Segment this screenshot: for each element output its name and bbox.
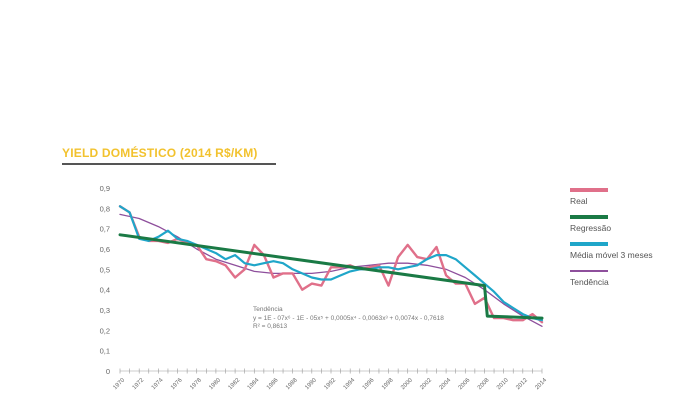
annotation-line-3: R² = 0,8613 bbox=[253, 323, 288, 330]
y-tick-label: 0,9 bbox=[100, 184, 110, 193]
x-tick-label: 1978 bbox=[189, 377, 203, 391]
legend-item-media-movel: Média móvel 3 meses bbox=[568, 242, 678, 269]
series-line-media-movel bbox=[118, 205, 544, 322]
x-tick-label: 1984 bbox=[247, 377, 261, 391]
legend-swatch-real bbox=[570, 188, 608, 192]
y-tick-label: 0,7 bbox=[100, 225, 110, 234]
x-tick-label: 1994 bbox=[343, 377, 357, 391]
chart-title: YIELD DOMÉSTICO (2014 R$/KM) bbox=[62, 146, 258, 160]
legend-swatch-regressao bbox=[570, 215, 608, 219]
annotation-line-1: Tendência bbox=[253, 306, 283, 313]
x-tick-label: 2014 bbox=[534, 377, 548, 391]
x-tick-label: 1982 bbox=[228, 377, 242, 391]
y-tick-label: 0,1 bbox=[100, 347, 110, 356]
x-tick-label: 1998 bbox=[381, 377, 395, 391]
y-tick-label: 0,8 bbox=[100, 204, 110, 213]
title-underline bbox=[62, 163, 276, 165]
x-tick-label: 2008 bbox=[477, 377, 491, 391]
legend-label-media-movel: Média móvel 3 meses bbox=[570, 250, 653, 260]
legend-swatch-tendencia bbox=[570, 270, 608, 272]
x-tick-label: 2004 bbox=[439, 377, 453, 391]
legend-label-real: Real bbox=[570, 196, 588, 206]
x-tick-label: 2002 bbox=[419, 377, 433, 391]
legend-label-tendencia: Tendência bbox=[570, 277, 609, 287]
legend-item-tendencia: Tendência bbox=[568, 269, 678, 296]
legend-swatch-media-movel bbox=[570, 242, 608, 246]
y-tick-label: 0,3 bbox=[100, 306, 110, 315]
x-tick-label: 2000 bbox=[400, 377, 414, 391]
trend-equation-annotation: Tendência y = 1E - 07x⁶ - 1E - 05x⁵ + 0,… bbox=[253, 306, 444, 332]
x-tick-label: 1990 bbox=[304, 377, 318, 391]
y-tick-label: 0,5 bbox=[100, 265, 110, 274]
annotation-line-2: y = 1E - 07x⁶ - 1E - 05x⁵ + 0,0005x⁴ - 0… bbox=[253, 314, 444, 322]
legend-label-regressao: Regressão bbox=[570, 223, 612, 233]
x-tick-label: 1974 bbox=[151, 377, 165, 391]
x-tick-label: 1980 bbox=[208, 377, 222, 391]
x-tick-label: 1996 bbox=[362, 377, 376, 391]
x-tick-label: 1970 bbox=[112, 377, 126, 391]
x-tick-label: 1992 bbox=[323, 377, 337, 391]
x-tick-label: 1976 bbox=[170, 377, 184, 391]
y-tick-label: 0,6 bbox=[100, 245, 110, 254]
x-tick-label: 1986 bbox=[266, 377, 280, 391]
legend-item-regressao: Regressão bbox=[568, 215, 678, 242]
x-tick-label: 1988 bbox=[285, 377, 299, 391]
chart-legend: Real Regressão Média móvel 3 meses Tendê… bbox=[568, 188, 678, 296]
x-tick-label: 2006 bbox=[458, 377, 472, 391]
x-tick-label: 2010 bbox=[496, 377, 510, 391]
x-tick-label: 2012 bbox=[515, 377, 529, 391]
series-line-regressao bbox=[118, 233, 544, 320]
y-tick-label: 0,2 bbox=[100, 326, 110, 335]
y-tick-label: 0 bbox=[106, 367, 110, 376]
y-tick-label: 0,4 bbox=[100, 286, 110, 295]
x-tick-label: 1972 bbox=[132, 377, 146, 391]
legend-item-real: Real bbox=[568, 188, 678, 215]
